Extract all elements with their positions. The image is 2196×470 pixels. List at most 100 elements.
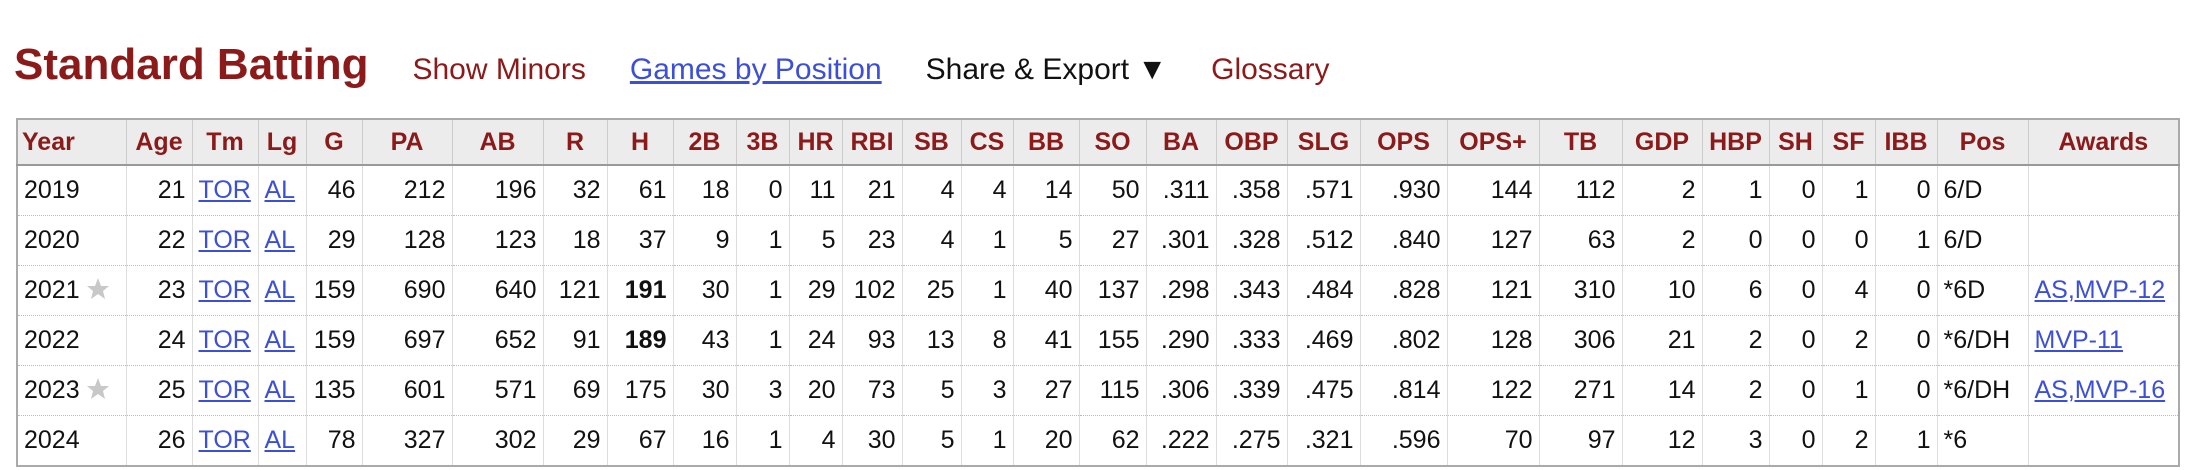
- column-header[interactable]: Year: [16, 119, 126, 166]
- cell-link[interactable]: AL: [264, 176, 296, 204]
- games-by-position[interactable]: Games by Position: [629, 53, 882, 86]
- cell: .469: [1286, 315, 1360, 366]
- show-minors[interactable]: Show Minors: [412, 53, 586, 86]
- cell: 29: [788, 265, 842, 316]
- cell-link[interactable]: AL: [264, 276, 296, 304]
- cell: 0: [735, 165, 789, 216]
- cell: 128: [361, 215, 452, 266]
- cell-text: 159: [313, 276, 356, 304]
- cell: 155: [1078, 315, 1146, 366]
- column-header[interactable]: SLG: [1286, 119, 1360, 166]
- column-header[interactable]: CS: [960, 119, 1013, 166]
- cell: 21: [125, 165, 192, 216]
- column-header[interactable]: 3B: [735, 119, 789, 166]
- cell-link[interactable]: AL: [264, 226, 296, 254]
- glossary[interactable]: Glossary: [1211, 53, 1330, 86]
- cell: 78: [305, 415, 362, 467]
- column-header[interactable]: H: [606, 119, 673, 166]
- cell: .571: [1286, 165, 1360, 216]
- cell-link[interactable]: AL: [264, 426, 296, 454]
- cell: *6/DH: [1936, 315, 2028, 366]
- column-header[interactable]: SB: [901, 119, 961, 166]
- column-header[interactable]: HBP: [1701, 119, 1769, 166]
- column-header[interactable]: GDP: [1621, 119, 1702, 166]
- column-header[interactable]: SF: [1821, 119, 1875, 166]
- cell: 13: [901, 315, 961, 366]
- cell: 4: [901, 165, 961, 216]
- cell-text: 191: [624, 276, 667, 304]
- column-header[interactable]: OPS+: [1446, 119, 1539, 166]
- cell: *6D: [1936, 265, 2028, 316]
- column-header[interactable]: BA: [1145, 119, 1216, 166]
- cell: 0: [1768, 165, 1822, 216]
- cell: 4: [901, 215, 961, 266]
- cell-text: 690: [403, 276, 446, 304]
- column-header[interactable]: OPS: [1359, 119, 1447, 166]
- cell: 189: [606, 315, 673, 366]
- column-header[interactable]: BB: [1012, 119, 1079, 166]
- column-header[interactable]: SH: [1768, 119, 1822, 166]
- column-header[interactable]: RBI: [841, 119, 902, 166]
- cell: .343: [1215, 265, 1287, 316]
- cell-link[interactable]: TOR: [198, 176, 251, 204]
- cell-link[interactable]: TOR: [198, 226, 251, 254]
- cell-text: 23: [157, 276, 186, 304]
- cell: 97: [1538, 415, 1622, 467]
- cell: 69: [542, 365, 607, 416]
- column-header[interactable]: SO: [1078, 119, 1146, 166]
- star-shape: [86, 378, 109, 399]
- cell-text: 2023: [24, 376, 80, 404]
- cell-link[interactable]: TOR: [198, 276, 251, 304]
- cell-text: 40: [1044, 276, 1073, 304]
- cell: 1: [960, 215, 1013, 266]
- cell-text: 112: [1575, 176, 1616, 204]
- cell: .484: [1286, 265, 1360, 316]
- cell-text: 159: [313, 326, 356, 354]
- column-header[interactable]: Pos: [1936, 119, 2028, 166]
- cell: 135: [305, 365, 362, 416]
- cell-text: *6/DH: [1943, 326, 2011, 354]
- column-header[interactable]: HR: [788, 119, 842, 166]
- cell-link[interactable]: AS,MVP-16: [2034, 376, 2166, 404]
- cell-link[interactable]: TOR: [198, 426, 251, 454]
- cell: 18: [542, 215, 607, 266]
- cell: AL: [257, 265, 306, 316]
- cell: 2022: [16, 315, 126, 366]
- column-header[interactable]: AB: [451, 119, 543, 166]
- cell: 1: [1701, 165, 1769, 216]
- column-header[interactable]: Awards: [2027, 119, 2179, 166]
- cell: .333: [1215, 315, 1287, 366]
- cell: 27: [1078, 215, 1146, 266]
- cell-link[interactable]: AL: [264, 376, 296, 404]
- cell: 0: [1821, 215, 1875, 266]
- column-header[interactable]: R: [542, 119, 607, 166]
- cell: 2020: [16, 215, 126, 266]
- cell-text: 144: [1490, 176, 1533, 204]
- cell: 2: [1821, 315, 1875, 366]
- cell-link[interactable]: AL: [264, 326, 296, 354]
- column-header[interactable]: Age: [125, 119, 192, 166]
- column-header[interactable]: OBP: [1215, 119, 1287, 166]
- column-header[interactable]: G: [305, 119, 362, 166]
- column-header[interactable]: TB: [1538, 119, 1622, 166]
- column-header[interactable]: PA: [361, 119, 452, 166]
- cell: 212: [361, 165, 452, 216]
- cell: 91: [542, 315, 607, 366]
- cell-link[interactable]: AS,MVP-12: [2034, 276, 2166, 304]
- cell-text: 61: [638, 176, 667, 204]
- share-export[interactable]: Share & Export ▼: [925, 53, 1168, 86]
- cell-link[interactable]: TOR: [198, 326, 251, 354]
- cell-text: 189: [624, 326, 667, 354]
- column-header[interactable]: Lg: [257, 119, 306, 166]
- column-header[interactable]: 2B: [672, 119, 736, 166]
- cell: 122: [1446, 365, 1539, 416]
- column-header[interactable]: Tm: [191, 119, 258, 166]
- cell: 0: [1768, 265, 1822, 316]
- cell-text: 46: [327, 176, 356, 204]
- cell: 2019: [16, 165, 126, 216]
- cell-text: 67: [638, 426, 667, 454]
- cell: 2: [1701, 315, 1769, 366]
- cell-link[interactable]: TOR: [198, 376, 251, 404]
- column-header[interactable]: IBB: [1874, 119, 1937, 166]
- cell-link[interactable]: MVP-11: [2034, 326, 2123, 354]
